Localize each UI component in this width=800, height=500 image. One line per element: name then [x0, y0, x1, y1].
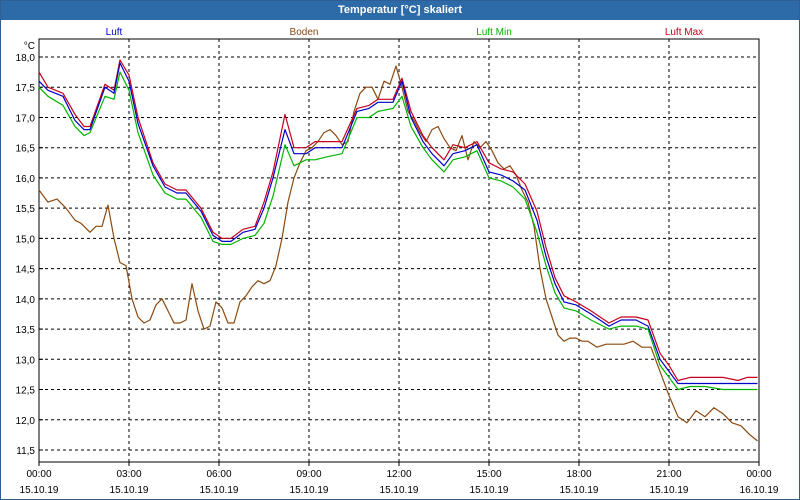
x-tick-date: 15.10.19	[380, 485, 419, 496]
legend-entry: Boden	[290, 27, 319, 38]
legend-entry: Luft	[106, 27, 123, 38]
x-tick-time: 12:00	[386, 469, 411, 480]
x-tick-time: 21:00	[656, 469, 681, 480]
y-tick-label: 15,0	[16, 234, 36, 245]
legend-entry: Luft Min	[476, 27, 512, 38]
x-tick-time: 18:00	[566, 469, 591, 480]
legend-entry: Luft Max	[665, 27, 703, 38]
y-tick-label: 14,0	[16, 295, 36, 306]
y-tick-label: 13,0	[16, 355, 36, 366]
y-tick-label: 12,0	[16, 416, 36, 427]
series-line-boden	[38, 65, 758, 442]
y-tick-label: 18,0	[16, 53, 36, 64]
y-axis-ticks: 18,0 17,5 17,0 16,5 16,0 15,5 15,0 14,5 14,0 13,5…	[16, 53, 43, 457]
x-tick-time: 00:00	[26, 469, 51, 480]
x-tick-time: 09:00	[296, 469, 321, 480]
x-tick-time: 03:00	[116, 469, 141, 480]
y-axis-unit-label: °C	[24, 41, 35, 52]
series-lines	[38, 59, 758, 442]
series-line-luft-max	[38, 59, 758, 382]
x-tick-date: 15.10.19	[650, 485, 689, 496]
y-tick-label: 16,0	[16, 174, 36, 185]
x-axis-ticks: 00:00 15.10.19 03:00 15.10.19 06:00 15.10.19 0…	[20, 462, 779, 496]
series-line-luft-min	[38, 71, 758, 391]
y-tick-label: 17,0	[16, 113, 36, 124]
x-tick-date: 15.10.19	[200, 485, 239, 496]
x-tick-time: 06:00	[206, 469, 231, 480]
y-tick-label: 13,5	[16, 325, 36, 336]
x-tick-time: 00:00	[746, 469, 771, 480]
x-tick-date: 15.10.19	[20, 485, 59, 496]
y-tick-label: 15,5	[16, 204, 36, 215]
x-tick-date: 15.10.19	[560, 485, 599, 496]
x-tick-date: 16.10.19	[740, 485, 779, 496]
y-tick-label: 17,5	[16, 83, 36, 94]
y-tick-label: 14,5	[16, 265, 36, 276]
window-title: Temperatur [°C] skaliert	[1, 1, 799, 20]
y-tick-label: 12,5	[16, 386, 36, 397]
legend: Luft Boden Luft Min Luft Max	[106, 27, 704, 38]
y-tick-label: 11,5	[16, 446, 35, 457]
series-line-luft	[38, 62, 758, 385]
grid	[39, 39, 759, 462]
x-tick-date: 15.10.19	[290, 485, 329, 496]
x-tick-date: 15.10.19	[110, 485, 149, 496]
y-tick-label: 16,5	[16, 144, 36, 155]
x-tick-date: 15.10.19	[470, 485, 509, 496]
x-tick-time: 15:00	[476, 469, 501, 480]
